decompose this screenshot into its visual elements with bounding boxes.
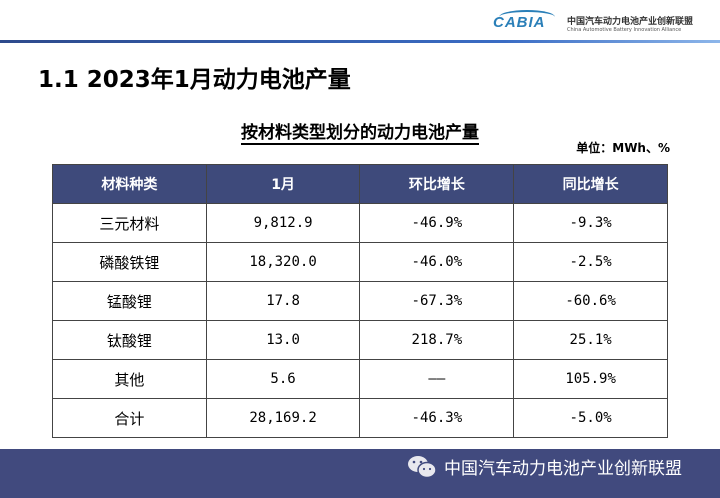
column-header: 材料种类 bbox=[52, 164, 207, 204]
table-row: 钛酸锂 13.0 218.7% 25.1% bbox=[52, 320, 668, 360]
table-cell: -67.3% bbox=[359, 281, 515, 321]
table-cell: 合计 bbox=[52, 398, 207, 438]
table-cell: 5.6 bbox=[205, 359, 361, 399]
table-row: 磷酸铁锂 18,320.0 -46.0% -2.5% bbox=[52, 242, 668, 282]
table-cell: 13.0 bbox=[205, 320, 361, 360]
table-header-row: 材料种类 1月 环比增长 同比增长 bbox=[52, 164, 668, 204]
header-divider bbox=[0, 40, 720, 43]
production-table: 材料种类 1月 环比增长 同比增长 三元材料 9,812.9 -46.9% -9.3% 磷酸铁… bbox=[52, 164, 668, 438]
table-cell: 三元材料 bbox=[52, 203, 207, 243]
column-header: 同比增长 bbox=[513, 164, 668, 204]
org-name-en: China Automotive Battery Innovation Alli… bbox=[567, 27, 682, 33]
table-cell: -46.9% bbox=[359, 203, 515, 243]
table-title: 按材料类型划分的动力电池产量 bbox=[0, 118, 720, 145]
table-cell: -5.0% bbox=[513, 398, 668, 438]
table-cell: 17.8 bbox=[205, 281, 361, 321]
footer-org-name: 中国汽车动力电池产业创新联盟 bbox=[444, 459, 682, 479]
table-cell: 磷酸铁锂 bbox=[52, 242, 207, 282]
table-row: 其他 5.6 —— 105.9% bbox=[52, 359, 668, 399]
table-row: 锰酸锂 17.8 -67.3% -60.6% bbox=[52, 281, 668, 321]
table-cell: 其他 bbox=[52, 359, 207, 399]
table-cell: 25.1% bbox=[513, 320, 668, 360]
table-cell: 9,812.9 bbox=[205, 203, 361, 243]
table-title-text: 按材料类型划分的动力电池产量 bbox=[241, 123, 479, 145]
table-cell: 28,169.2 bbox=[205, 398, 361, 438]
table-cell: 18,320.0 bbox=[205, 242, 361, 282]
logo-car-arc bbox=[499, 10, 555, 24]
org-name-cn: 中国汽车动力电池产业创新联盟 bbox=[567, 17, 694, 27]
footer-bar: 中国汽车动力电池产业创新联盟 bbox=[0, 449, 720, 498]
table-cell: 锰酸锂 bbox=[52, 281, 207, 321]
unit-label: 单位：MWh、% bbox=[576, 141, 670, 155]
slide-title: 1.1 2023年1月动力电池产量 bbox=[38, 67, 351, 93]
table-cell: -2.5% bbox=[513, 242, 668, 282]
table-cell: -9.3% bbox=[513, 203, 668, 243]
logo-mark: CABIA bbox=[493, 14, 546, 31]
table-row: 三元材料 9,812.9 -46.9% -9.3% bbox=[52, 203, 668, 243]
column-header: 1月 bbox=[205, 164, 361, 204]
table-cell: -46.0% bbox=[359, 242, 515, 282]
table-cell: -46.3% bbox=[359, 398, 515, 438]
table-cell: 钛酸锂 bbox=[52, 320, 207, 360]
cabia-logo: CABIA 中国汽车动力电池产业创新联盟 China Automotive Ba… bbox=[493, 10, 715, 38]
table-row: 合计 28,169.2 -46.3% -5.0% bbox=[52, 398, 668, 438]
column-header: 环比增长 bbox=[359, 164, 515, 204]
table-cell: -60.6% bbox=[513, 281, 668, 321]
table-cell: 218.7% bbox=[359, 320, 515, 360]
wechat-icon bbox=[408, 456, 437, 479]
table-cell: 105.9% bbox=[513, 359, 668, 399]
table-cell: —— bbox=[359, 359, 515, 399]
